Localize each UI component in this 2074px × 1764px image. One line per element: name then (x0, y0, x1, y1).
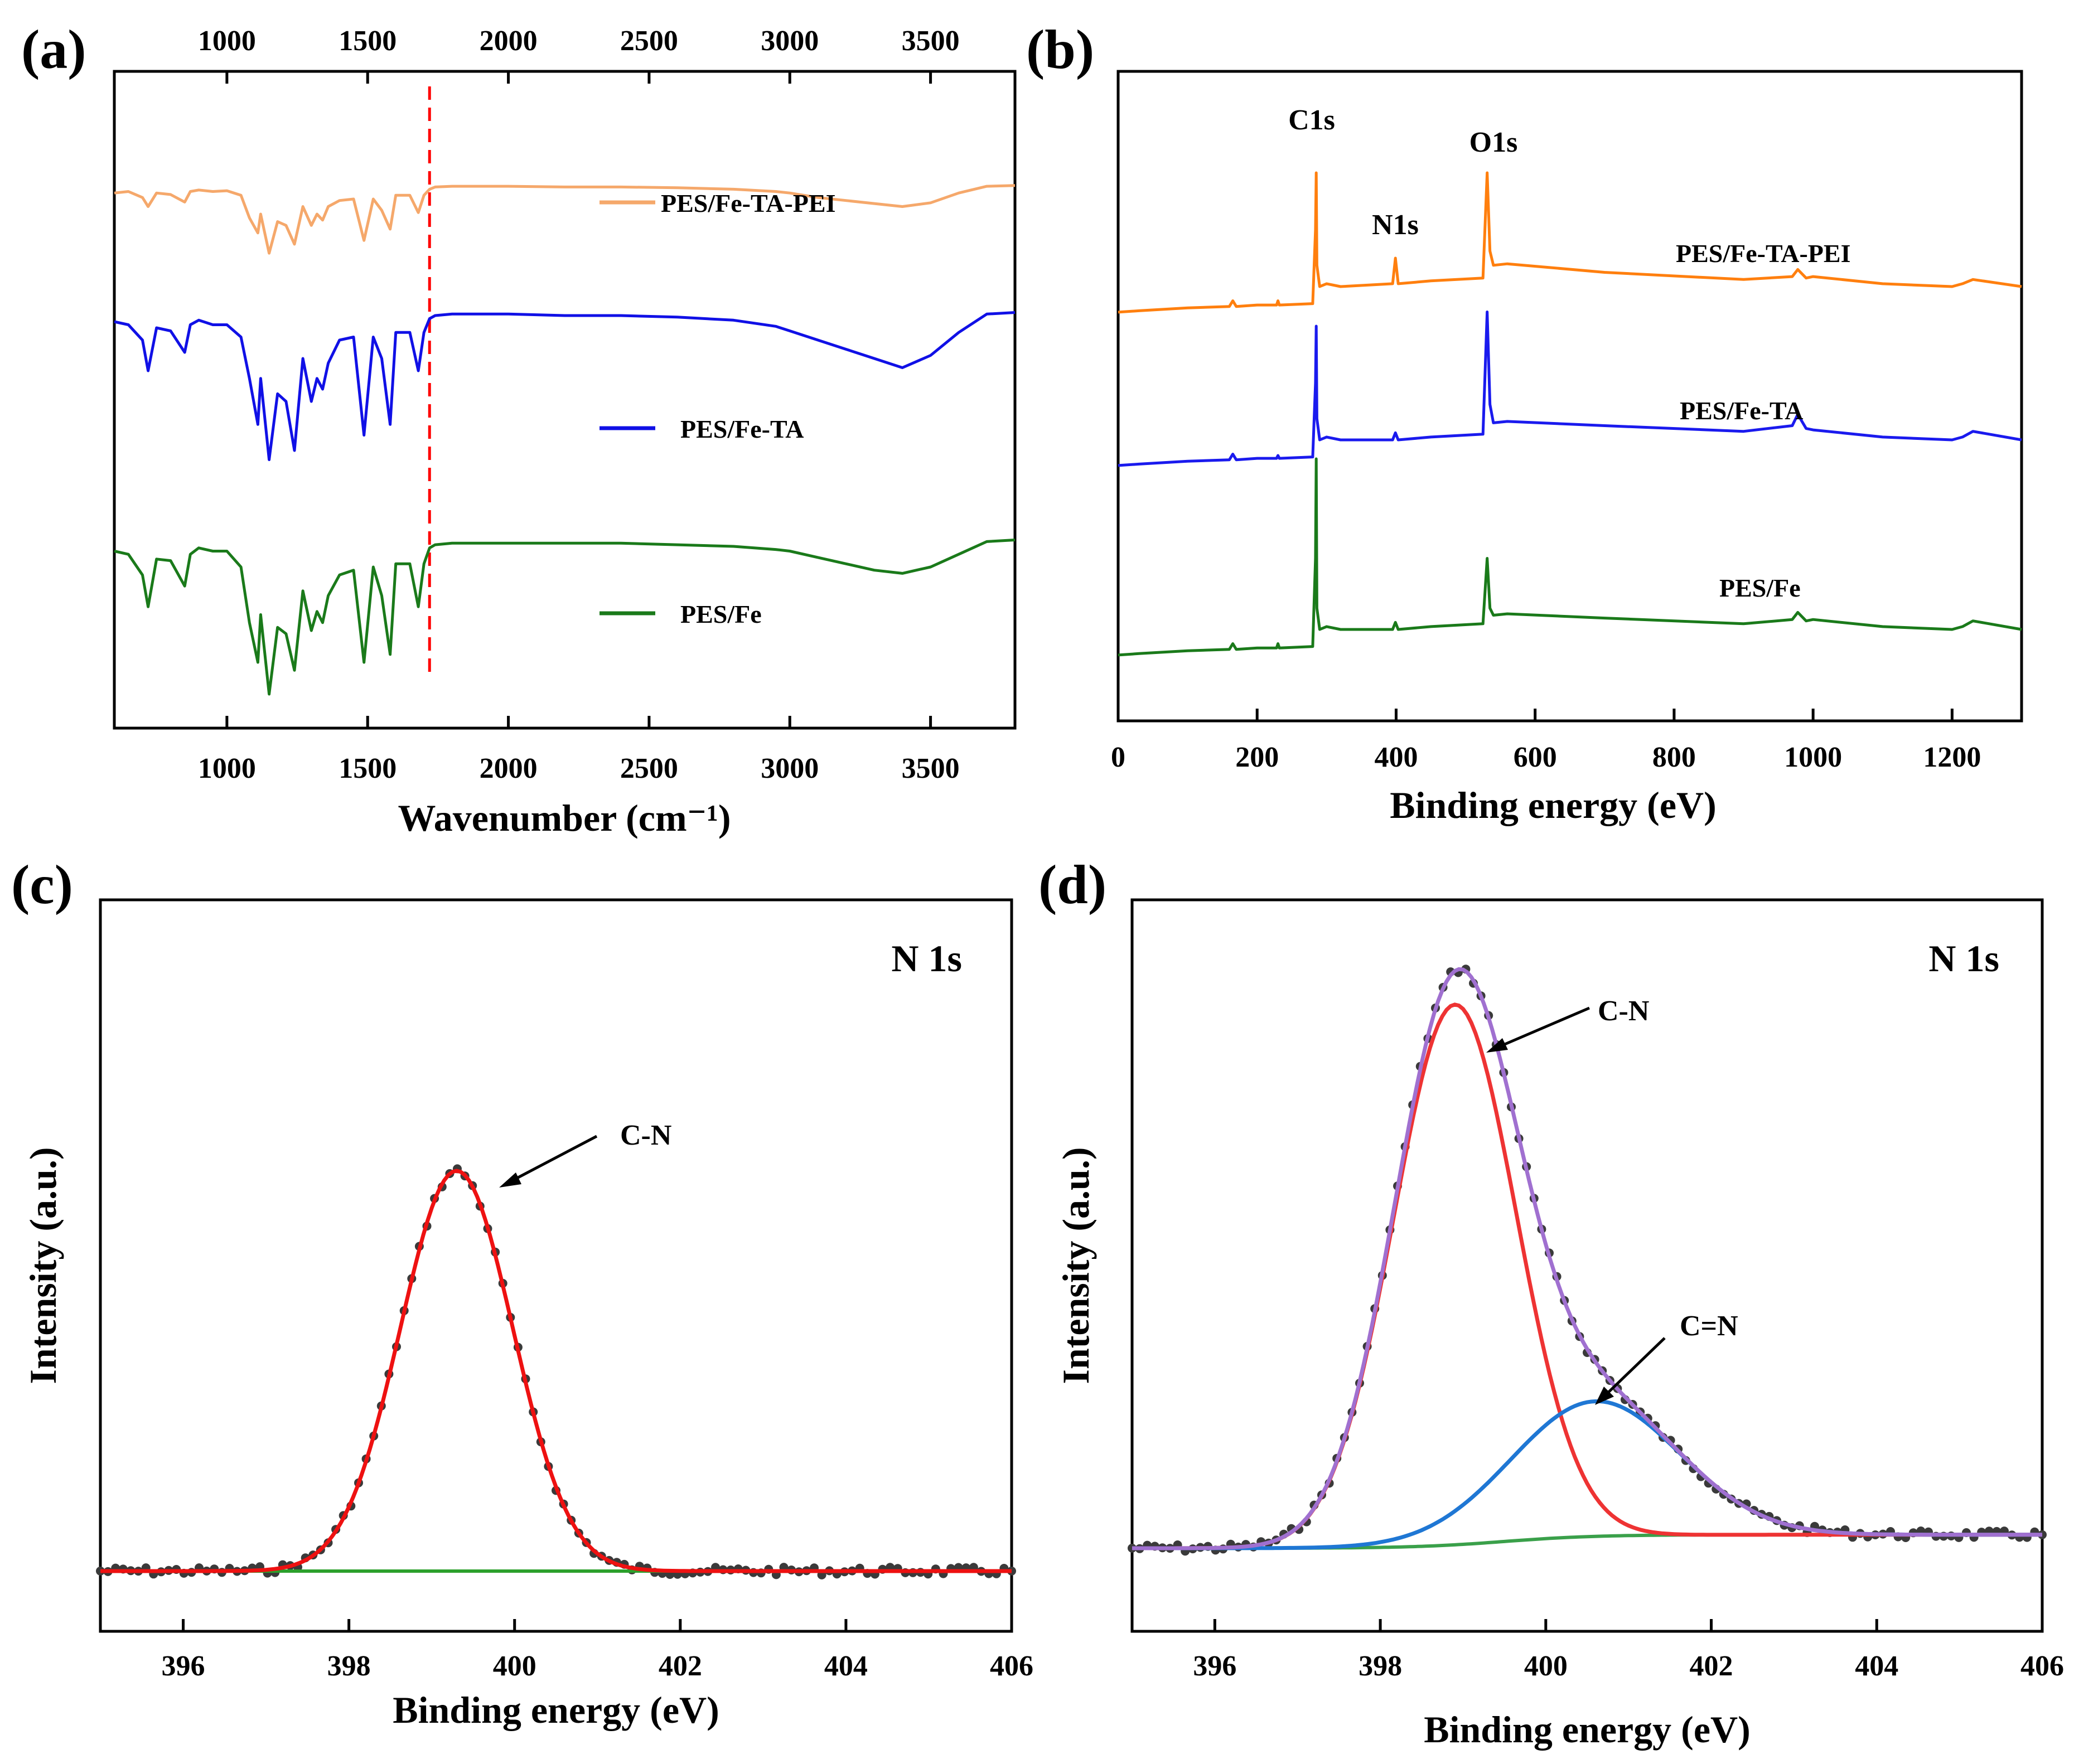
x-tick-label-a-3000: 3000 (761, 753, 819, 784)
chart-a-ticks: 1000 1500 2000 2500 3000 3500 1000 1500 2000 2500… (198, 25, 960, 784)
x-tick-label-d-404: 404 (1855, 1650, 1898, 1682)
arrow-d-c-n (1495, 1006, 1590, 1050)
chart-d-title: N 1s (1928, 937, 1999, 980)
x-tick-label-d-400: 400 (1524, 1650, 1568, 1682)
chart-a-legend: PES/Fe-TA-PEI PES/Fe-TA PES/Fe (600, 189, 835, 628)
annotation-d-c-eq-n: C=N (1680, 1310, 1738, 1342)
chart-d-ylabel: Intensity (a.u.) (1055, 1147, 1097, 1384)
x-tick-label-c-404: 404 (824, 1650, 868, 1682)
top-tick-label-a-3500: 3500 (902, 25, 960, 57)
series-label-pes-fe-ta: PES/Fe-TA (1680, 396, 1803, 425)
arrow-c-n (506, 1135, 598, 1185)
series-label-pes-fe-ta-pei: PES/Fe-TA-PEI (1676, 239, 1850, 268)
x-tick-label-b-400: 400 (1374, 742, 1418, 773)
top-tick-label-a-2500: 2500 (620, 25, 678, 57)
series-label-pes-fe: PES/Fe (1719, 574, 1801, 602)
chart-c-frame (99, 898, 1013, 1633)
x-tick-label-d-398: 398 (1359, 1650, 1402, 1682)
x-tick-label-b-0: 0 (1111, 742, 1125, 773)
legend-label-pes-fe-ta-pei: PES/Fe-TA-PEI (661, 189, 835, 217)
legend-label-pes-fe-ta: PES/Fe-TA (680, 415, 804, 443)
chart-d-frame (1130, 898, 2044, 1633)
annotation-c-n: C-N (620, 1120, 671, 1151)
x-tick-label-a-3500: 3500 (902, 753, 960, 784)
chart-c: 396 398 400 402 404 406 N 1s C-N Binding ener… (22, 898, 1033, 1731)
x-tick-label-a-2000: 2000 (480, 753, 538, 784)
annotation-c1s: C1s (1288, 104, 1335, 136)
series-line-pes-fe (114, 539, 1016, 696)
chart-c-xlabel: Binding energy (eV) (393, 1689, 719, 1731)
x-tick-label-c-398: 398 (327, 1650, 371, 1682)
x-tick-label-a-1500: 1500 (339, 753, 397, 784)
series-line-b-pes-fe-ta-pei (1118, 171, 2022, 314)
x-tick-label-c-400: 400 (493, 1650, 536, 1682)
top-tick-label-a-1500: 1500 (339, 25, 397, 57)
arrowhead-d-c-n (1486, 1038, 1508, 1053)
panel-label-b: (b) (1026, 18, 1094, 80)
chart-d: 396 398 400 402 404 406 N 1s C-N C=N Binding … (1055, 898, 2064, 1751)
annotation-n1s: N1s (1372, 209, 1419, 241)
x-tick-label-b-1000: 1000 (1784, 742, 1842, 773)
chart-a-xlabel: Wavenumber (cm⁻¹) (398, 797, 731, 839)
x-tick-label-d-406: 406 (2020, 1650, 2064, 1682)
x-tick-label-c-396: 396 (162, 1650, 205, 1682)
panel-label-d: (d) (1038, 854, 1106, 915)
legend-label-pes-fe: PES/Fe (680, 600, 762, 628)
chart-a-frame (113, 70, 1017, 730)
chart-a: 1000 1500 2000 2500 3000 3500 1000 1500 2000 2500… (113, 25, 1017, 839)
x-tick-label-b-200: 200 (1235, 742, 1279, 773)
annotation-o1s: O1s (1469, 127, 1518, 158)
x-tick-label-a-2500: 2500 (620, 753, 678, 784)
chart-c-ylabel: Intensity (a.u.) (22, 1147, 64, 1384)
annotation-d-c-n: C-N (1598, 995, 1649, 1027)
x-tick-label-a-1000: 1000 (198, 753, 256, 784)
fit-envelope-d (1132, 967, 2042, 1550)
top-tick-label-a-2000: 2000 (480, 25, 538, 57)
chart-b-series (1118, 171, 2022, 657)
fit-peak-c-c-n (100, 1169, 1012, 1573)
x-tick-label-c-406: 406 (990, 1650, 1033, 1682)
chart-c-plot (96, 1164, 1016, 1579)
chart-b-xlabel: Binding energy (eV) (1390, 784, 1717, 826)
chart-c-ticks: 396 398 400 402 404 406 (162, 1619, 1033, 1682)
fit-peak-d-c-n (1132, 1002, 2042, 1550)
fit-peak-d-c-n (1132, 1399, 2042, 1550)
chart-a-series (114, 184, 1016, 696)
top-tick-label-a-1000: 1000 (198, 25, 256, 57)
chart-b: 0 200 400 600 800 1000 1200 C1s N1s O1s PES/Fe… (1111, 70, 2023, 826)
x-tick-label-d-396: 396 (1193, 1650, 1236, 1682)
chart-d-xlabel: Binding energy (eV) (1424, 1708, 1751, 1751)
x-tick-label-b-800: 800 (1652, 742, 1696, 773)
panel-label-c: (c) (11, 854, 73, 915)
series-line-b-pes-fe-ta (1118, 311, 2022, 467)
x-tick-label-b-600: 600 (1514, 742, 1557, 773)
panel-label-a: (a) (21, 18, 86, 80)
series-line-pes-fe-ta (114, 311, 1016, 461)
chart-d-plot (1128, 965, 2047, 1556)
x-tick-label-d-402: 402 (1690, 1650, 1733, 1682)
chart-b-frame (1116, 70, 2023, 723)
top-tick-label-a-3000: 3000 (761, 25, 819, 57)
x-tick-label-b-1200: 1200 (1923, 742, 1981, 773)
series-line-pes-fe-ta-pei (114, 184, 1016, 255)
chart-b-ticks: 0 200 400 600 800 1000 1200 (1111, 709, 1981, 773)
chart-d-ticks: 396 398 400 402 404 406 (1193, 1619, 2064, 1682)
arrow-d-c-eq-n (1602, 1337, 1666, 1398)
arrowhead-d-c-eq-n (1595, 1387, 1614, 1405)
chart-c-title: N 1s (891, 937, 962, 980)
series-line-b-pes-fe (1118, 457, 2022, 657)
x-tick-label-c-402: 402 (659, 1650, 702, 1682)
arrowhead-c-n (499, 1172, 521, 1188)
